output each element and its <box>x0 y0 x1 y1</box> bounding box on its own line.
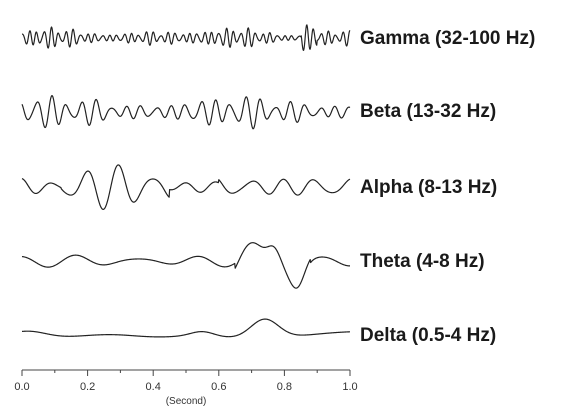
alpha-waveform <box>21 164 351 210</box>
x-axis-title: (Second) <box>166 396 207 407</box>
x-tick-label: 0.6 <box>211 381 226 393</box>
theta-waveform <box>21 242 351 289</box>
x-tick-label: 0.4 <box>146 381 161 393</box>
alpha-label: Alpha (8-13 Hz) <box>360 177 497 198</box>
delta-waveform <box>21 318 351 338</box>
beta-waveform <box>21 95 351 130</box>
x-tick-label: 1.0 <box>342 381 357 393</box>
gamma-waveform <box>21 24 351 51</box>
gamma-label: Gamma (32-100 Hz) <box>360 28 535 49</box>
x-tick-label: 0.8 <box>277 381 292 393</box>
x-tick-label: 0.2 <box>80 381 95 393</box>
theta-label: Theta (4-8 Hz) <box>360 251 485 272</box>
delta-label: Delta (0.5-4 Hz) <box>360 325 496 346</box>
beta-label: Beta (13-32 Hz) <box>360 101 496 122</box>
x-tick-label: 0.0 <box>14 381 29 393</box>
x-axis-ticks: 0.0 0.2 0.4 0.6 0.8 1.0 <box>14 370 358 393</box>
